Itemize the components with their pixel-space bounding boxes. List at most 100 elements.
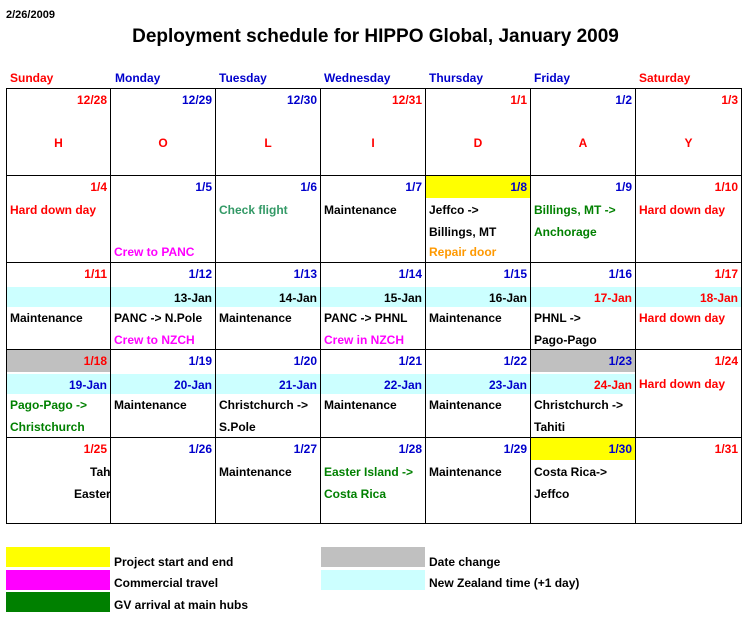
weekday-label-saturday: Saturday — [639, 71, 691, 85]
legend-label: Project start and end — [114, 555, 234, 569]
nz-time-band — [216, 287, 320, 307]
holiday-letter: D — [473, 136, 483, 150]
date-number: 1/19 — [188, 354, 212, 368]
activity-text: Check flight — [219, 203, 288, 217]
legend-label: GV arrival at main hubs — [114, 598, 249, 612]
nz-date-label: 17-Jan — [593, 291, 632, 305]
date-number: 1/28 — [398, 442, 422, 456]
day-cell: 13-Jan 1/12 PANC -> N.Pole Crew to NZCH — [111, 263, 216, 350]
day-cell: 16-Jan 1/15 Maintenance — [426, 263, 531, 350]
nz-date-label: 14-Jan — [278, 291, 317, 305]
holiday-letter: L — [264, 136, 272, 150]
weekday-label-friday: Friday — [534, 71, 571, 85]
activity-text: S.Pole — [219, 420, 256, 434]
day-cell: 1/29 Maintenance — [426, 438, 531, 524]
date-number: 1/1 — [510, 93, 527, 107]
day-cell: 19-Jan 1/18 Pago-Pago -> Christchurch — [6, 350, 111, 438]
day-cell: 12/29 O — [111, 88, 216, 176]
nz-time-band — [426, 374, 530, 394]
activity-text: Maintenance — [324, 203, 397, 217]
nz-date-label: 19-Jan — [68, 378, 107, 392]
activity-text: Maintenance — [429, 398, 502, 412]
legend-label: New Zealand time (+1 day) — [429, 576, 580, 590]
date-number: 1/7 — [405, 180, 422, 194]
activity-text: Jeffco -> — [429, 203, 479, 217]
nz-date-label: 21-Jan — [278, 378, 317, 392]
nz-time-band — [111, 374, 215, 394]
day-cell: 1/30 Costa Rica-> Jeffco — [531, 438, 636, 524]
nz-date-label: 15-Jan — [383, 291, 422, 305]
legend-swatch — [6, 570, 110, 590]
date-number: 1/30 — [608, 442, 632, 456]
nz-time-band — [111, 287, 215, 307]
date-number: 1/4 — [90, 180, 107, 194]
date-number: 1/12 — [188, 267, 212, 281]
day-cell: 23-Jan 1/22 Maintenance — [426, 350, 531, 438]
date-number: 12/29 — [181, 93, 212, 107]
activity-text: Maintenance — [429, 311, 502, 325]
activity-text: PANC -> N.Pole — [114, 311, 203, 325]
day-cell: 1/28 Easter Island -> Costa Rica — [321, 438, 426, 524]
date-number: 1/16 — [608, 267, 632, 281]
activity-text: Maintenance — [429, 465, 502, 479]
date-number: 1/5 — [195, 180, 212, 194]
day-cell: 21-Jan 1/20 Christchurch -> S.Pole — [216, 350, 321, 438]
holiday-letter: I — [371, 136, 375, 150]
holiday-letter: A — [578, 136, 588, 150]
nz-time-band — [636, 287, 741, 307]
date-number: 12/31 — [391, 93, 422, 107]
date-number: 1/18 — [83, 354, 107, 368]
day-cell: 20-Jan 1/19 Maintenance — [111, 350, 216, 438]
date-number: 1/11 — [84, 267, 107, 281]
legend-swatch — [6, 547, 110, 567]
nz-date-label: 13-Jan — [173, 291, 212, 305]
nz-time-band — [321, 374, 425, 394]
date-highlight — [426, 176, 530, 198]
date-number: 1/9 — [615, 180, 632, 194]
nz-time-band — [7, 374, 110, 394]
legend-swatch — [321, 547, 425, 567]
activity-text: Hard down day — [639, 377, 726, 391]
activity-text: Maintenance — [219, 465, 292, 479]
activity-text: Christchurch — [10, 420, 85, 434]
day-cell: 1/5 Crew to PANC — [111, 176, 216, 263]
date-highlight — [7, 350, 110, 372]
holiday-letter: O — [158, 136, 168, 150]
day-cell: 17-Jan 1/16 PHNL -> Pago-Pago — [531, 263, 636, 350]
activity-text: Crew to NZCH — [114, 333, 195, 347]
date-number: 12/30 — [286, 93, 317, 107]
day-cell: 12/31 I — [321, 88, 426, 176]
date-highlight — [531, 350, 635, 372]
date-number: 1/8 — [510, 180, 527, 194]
activity-text: Hard down day — [639, 311, 726, 325]
activity-text: Tahiti -> — [90, 465, 111, 479]
date-number: 1/3 — [721, 93, 738, 107]
nz-date-label: 20-Jan — [173, 378, 212, 392]
day-cell: 1/11 Maintenance — [6, 263, 111, 350]
day-cell: 1/26 — [111, 438, 216, 524]
bottom-note: Repair door — [429, 245, 497, 259]
date-number: 1/29 — [503, 442, 527, 456]
calendar-grid: 12/28 H 12/29 O 12/30 L 12/31 I 1/1 D 1/2 A 1/3 Y 1/4 H… — [6, 88, 742, 524]
date-number: 1/26 — [188, 442, 212, 456]
nz-time-band — [426, 287, 530, 307]
weekday-label-monday: Monday — [115, 71, 161, 85]
date-number: 1/6 — [300, 180, 317, 194]
activity-text: Maintenance — [324, 398, 397, 412]
date-number: 1/14 — [398, 267, 422, 281]
legend-swatch — [6, 592, 110, 612]
day-cell: 18-Jan 1/17 Hard down day — [636, 263, 742, 350]
day-cell: 1/27 Maintenance — [216, 438, 321, 524]
nz-time-band — [321, 287, 425, 307]
date-number: 1/31 — [714, 442, 738, 456]
activity-text: Tahiti — [534, 420, 566, 434]
activity-text: PHNL -> — [534, 311, 581, 325]
date-number: 1/24 — [714, 354, 738, 368]
day-cell: 24-Jan 1/23 Christchurch -> Tahiti — [531, 350, 636, 438]
date-number: 1/22 — [503, 354, 527, 368]
activity-text: PANC -> PHNL — [324, 311, 408, 325]
activity-text: Billings, MT — [429, 225, 497, 239]
day-cell: 12/28 H — [6, 88, 111, 176]
date-number: 1/21 — [398, 354, 422, 368]
day-cell: 1/2 A — [531, 88, 636, 176]
